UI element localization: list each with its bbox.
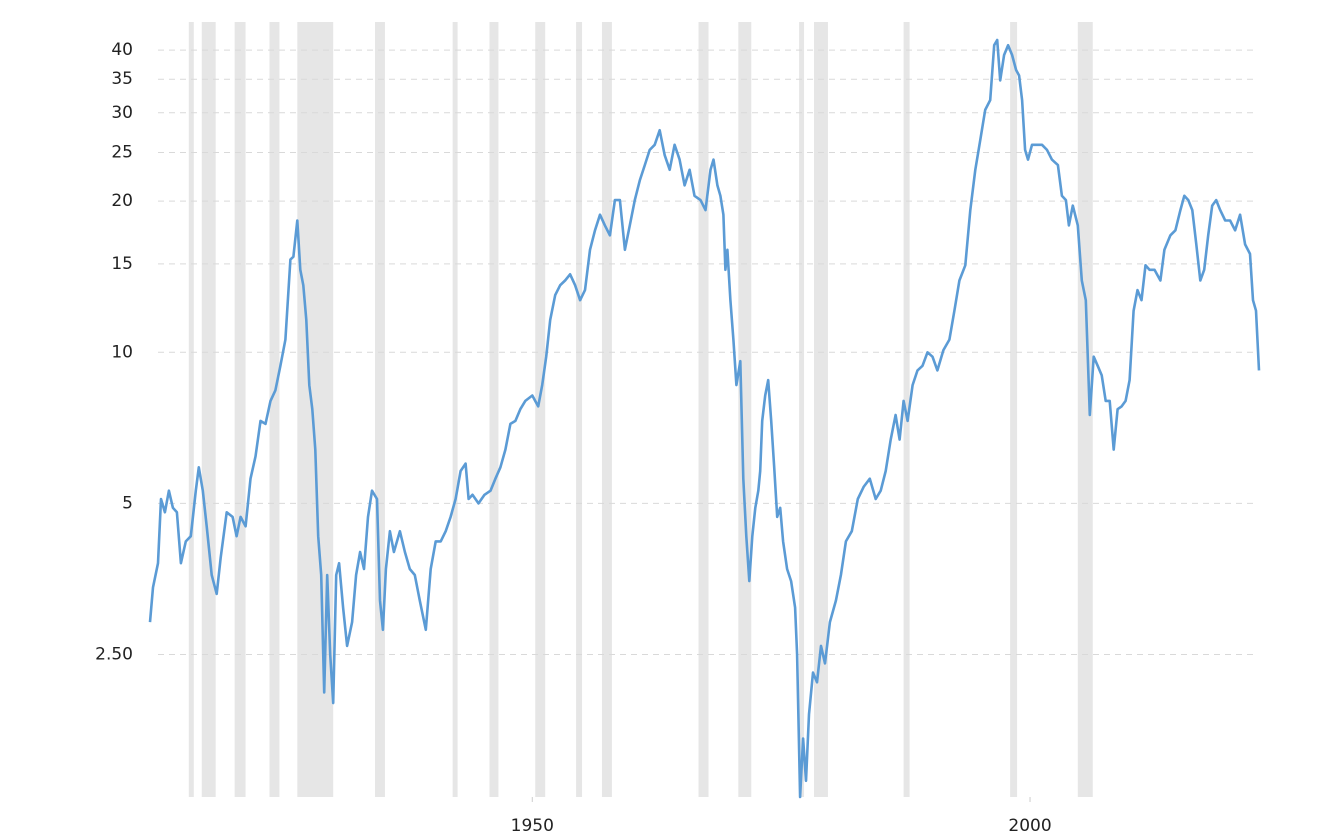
shaded-period: [799, 22, 805, 797]
y-tick-label: 40: [111, 40, 133, 60]
shaded-period: [297, 22, 334, 797]
y-tick-label: 15: [111, 254, 133, 274]
shaded-period: [489, 22, 499, 797]
shaded-period: [201, 22, 216, 797]
shaded-period: [188, 22, 194, 797]
shaded-period: [698, 22, 709, 797]
shaded-period: [1010, 22, 1018, 797]
series-line: [148, 38, 1261, 799]
y-tick-label: 20: [111, 191, 133, 211]
shaded-period: [576, 22, 583, 797]
shaded-period: [535, 22, 546, 797]
shaded-period: [601, 22, 612, 797]
y-tick-label: 2.50: [95, 644, 133, 664]
shaded-period: [1077, 22, 1093, 797]
shaded-period: [814, 22, 828, 797]
y-tick-label: 35: [111, 69, 133, 89]
y-tick-label: 10: [111, 342, 133, 362]
x-tick-label: 2000: [1008, 816, 1051, 836]
y-tick-label: 5: [122, 493, 133, 513]
y-tick-label: 30: [111, 103, 133, 123]
shaded-period: [374, 22, 385, 797]
x-tick-label: 1950: [511, 816, 554, 836]
y-tick-label: 25: [111, 143, 133, 163]
shaded-period: [452, 22, 458, 797]
shaded-period: [738, 22, 752, 797]
shaded-period: [269, 22, 280, 797]
shaded-period: [234, 22, 246, 797]
